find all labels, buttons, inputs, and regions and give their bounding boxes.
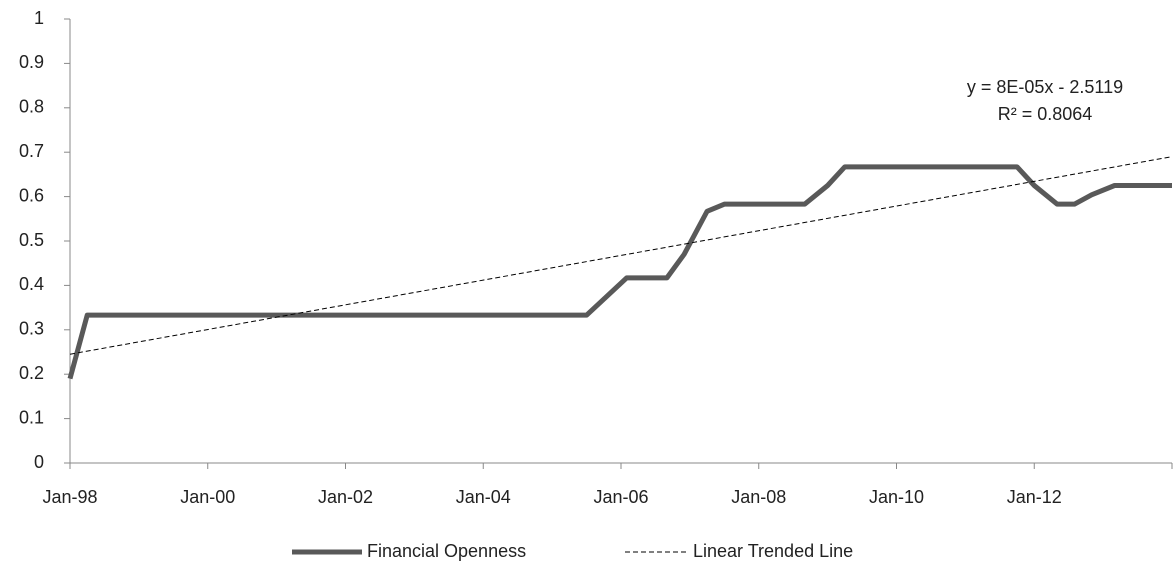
y-tick-label: 0.7 — [19, 141, 44, 161]
legend-label: Linear Trended Line — [693, 541, 853, 561]
y-tick-label: 0.8 — [19, 97, 44, 117]
x-tick-label: Jan-08 — [731, 487, 786, 507]
trend-equation: y = 8E-05x - 2.5119 — [967, 77, 1123, 97]
data-line — [67, 164, 1172, 380]
y-tick-label: 1 — [34, 8, 44, 28]
trend-line — [69, 156, 1173, 355]
x-tick-label: Jan-00 — [180, 487, 235, 507]
y-tick-label: 0.2 — [19, 363, 44, 383]
x-tick-label: Jan-02 — [318, 487, 373, 507]
y-tick-label: 0.6 — [19, 185, 44, 205]
x-tick-label: Jan-98 — [42, 487, 97, 507]
y-tick-label: 0.9 — [19, 52, 44, 72]
y-tick-label: 0 — [34, 452, 44, 472]
x-tick-label: Jan-04 — [456, 487, 511, 507]
y-tick-label: 0.5 — [19, 230, 44, 250]
y-tick-label: 0.1 — [19, 407, 44, 427]
y-tick-label: 0.3 — [19, 319, 44, 339]
legend-label: Financial Openness — [367, 541, 526, 561]
y-tick-label: 0.4 — [19, 274, 44, 294]
x-tick-label: Jan-06 — [593, 487, 648, 507]
x-tick-label: Jan-10 — [869, 487, 924, 507]
x-tick-label: Jan-12 — [1007, 487, 1062, 507]
trend-r-squared: R² = 0.8064 — [998, 104, 1093, 124]
